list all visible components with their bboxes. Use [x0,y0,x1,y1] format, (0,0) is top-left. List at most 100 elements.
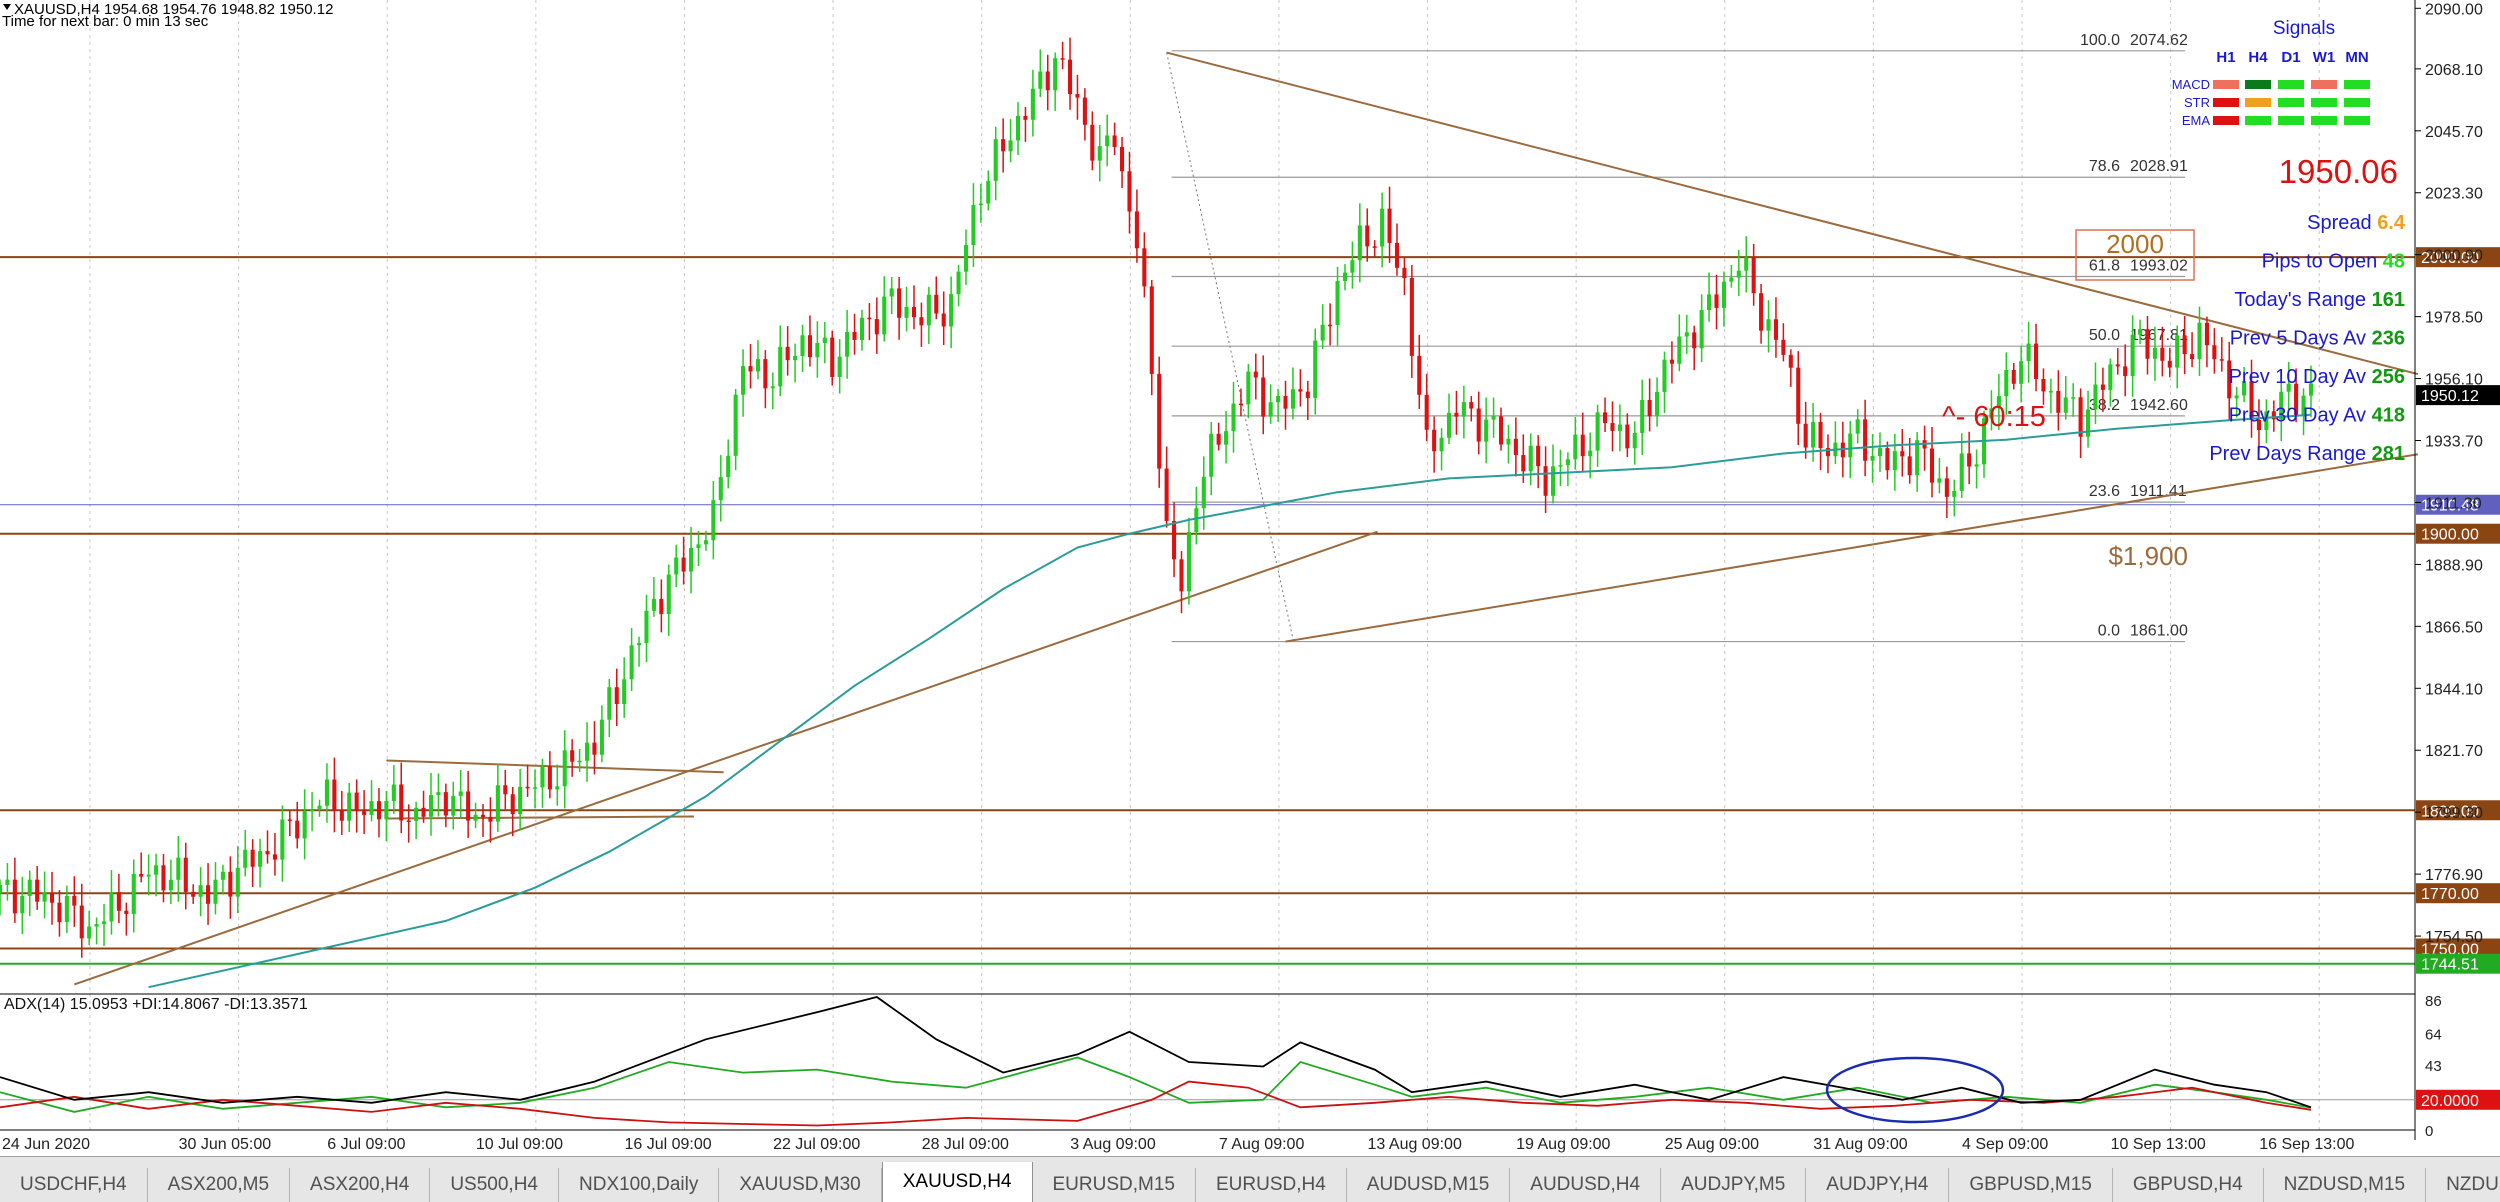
candle-body [2056,390,2061,413]
moving-average [148,413,2312,989]
tab-asx200-m5[interactable]: ASX200,M5 [147,1168,291,1202]
candle-body [161,865,166,891]
candle-body [2294,383,2299,417]
candle-body [1892,451,1897,471]
candle-body [1996,396,2001,409]
candle-body [978,203,983,206]
level-price-label: 2000.00 [2421,250,2479,267]
signal-timeframe-label: W1 [2313,49,2336,66]
candle-body [2123,366,2128,377]
candle-body [845,331,850,357]
candle-body [109,892,114,922]
info-row: Prev Days Range 281 [2209,443,2405,465]
tab-eurusd-m15[interactable]: EURUSD,M15 [1032,1168,1196,1202]
candle-body [2152,347,2157,359]
signal-cell [2344,98,2370,107]
candle-body [1276,396,1281,403]
candle-body [770,386,775,389]
candle-body [12,879,17,914]
live-price: 1950.06 [2279,153,2398,190]
candle-body [324,779,329,806]
tab-audjpy-m5[interactable]: AUDJPY,M5 [1661,1168,1807,1202]
price-chart[interactable]: 2000.001910.481900.001800.001770.001750.… [0,0,2500,1156]
trendline [1285,453,2419,643]
tab-us500-h4[interactable]: US500,H4 [430,1168,559,1202]
fib-price-label: 2074.62 [2130,32,2188,49]
candle-body [1387,208,1392,243]
info-row-value: 281 [2372,443,2405,465]
level-price-box [2416,494,2500,515]
candle-body [911,307,917,318]
candle-body [1424,394,1429,430]
candle-body [1573,434,1578,460]
candle-body [42,892,47,902]
candle-body [2086,409,2091,437]
fib-price-label: 1861.00 [2130,623,2188,640]
candle-body [1469,402,1474,409]
y-tick-label: 1754.50 [2425,929,2483,946]
candle-body [1677,336,1682,364]
candle-body [1261,377,1266,417]
candle-body [1454,412,1459,417]
candle-body [1603,412,1608,424]
tab-nzdusd-m15[interactable]: NZDUSD,M15 [2263,1168,2427,1202]
symbol-ohlc-line: XAUUSD,H4 1954.68 1954.76 1948.82 1950.1… [14,1,333,18]
current-price-box [2416,385,2500,406]
candle-body [265,851,270,855]
candle-body [726,455,731,478]
candle-body [681,557,686,572]
candle-body [2048,390,2053,393]
candle-body [2026,343,2031,362]
tab-audusd-h4[interactable]: AUDUSD,H4 [1510,1168,1662,1202]
candle-body [934,294,939,314]
candle-body [2130,334,2135,377]
y-tick-label: 1844.10 [2425,681,2483,698]
candle-body [1543,466,1548,496]
candle-body [1194,508,1199,533]
tab-audjpy-h4[interactable]: AUDJPY,H4 [1806,1168,1950,1202]
candle-body [1417,355,1422,395]
candle-body [1023,115,1028,120]
candle-body [1558,465,1563,467]
tab-eurusd-h4[interactable]: EURUSD,H4 [1195,1168,1347,1202]
candle-body [1766,319,1771,331]
tab-audusd-m15[interactable]: AUDUSD,M15 [1346,1168,1511,1202]
y-tick-label: 2045.70 [2425,124,2483,141]
signal-cell [2344,116,2370,125]
candle-body [1394,242,1400,268]
candle-body [555,786,560,790]
candle-body [354,792,359,812]
candle-body [666,574,671,615]
tab-gbpusd-h4[interactable]: GBPUSD,H4 [2112,1168,2264,1202]
candle-body [2019,361,2024,384]
candle-body [1157,373,1162,469]
tab-xauusd-h4[interactable]: XAUUSD,H4 [881,1162,1033,1202]
candle-body [889,288,894,297]
candle-body [1201,476,1206,509]
tab-xauusd-m30[interactable]: XAUUSD,M30 [719,1168,882,1202]
signal-cell [2278,116,2304,125]
candle-body [1134,211,1139,249]
candle-body [800,335,805,357]
tab-gbpusd-m15[interactable]: GBPUSD,M15 [1949,1168,2113,1202]
candle-body [874,319,879,335]
x-tick-label: 19 Aug 09:00 [1516,1136,1610,1153]
level-price-box [2416,523,2500,544]
x-tick-label: 16 Jul 09:00 [624,1136,711,1153]
tab-asx200-h4[interactable]: ASX200,H4 [290,1168,431,1202]
candle-body [1877,448,1883,457]
candle-body [399,784,404,821]
y-tick-label: 1799.30 [2425,805,2483,822]
candle-body [466,791,471,821]
candle-body [993,139,998,181]
candle-body [2004,370,2009,397]
candle-body [146,874,151,877]
candle-body [35,879,40,902]
tab-ndx100-daily[interactable]: NDX100,Daily [559,1168,720,1202]
level-price-label: 1800.00 [2421,803,2479,820]
tab-usdchf-h4[interactable]: USDCHF,H4 [0,1168,148,1202]
tab-nzdusd-h4[interactable]: NZDUSD,H4 [2426,1168,2500,1202]
trendlines [73,51,2419,986]
candle-body [503,785,508,795]
